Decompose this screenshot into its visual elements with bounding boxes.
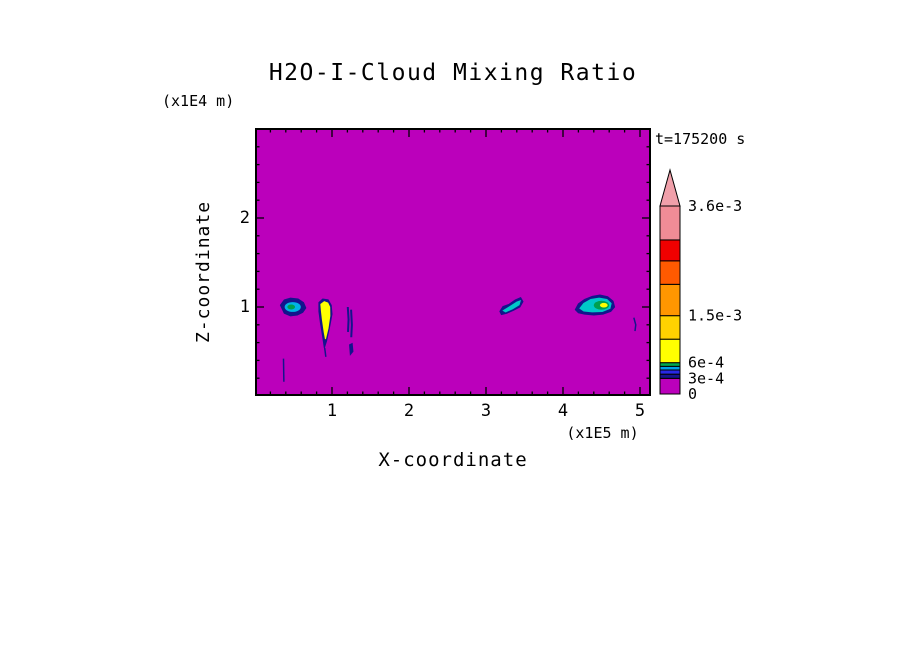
x-tick-label: 2 — [403, 401, 415, 421]
colorbar-segment — [659, 369, 681, 375]
x-tick-label: 1 — [326, 401, 338, 421]
colorbar: 3.6e-3 1.5e-3 6e-4 3e-4 0 — [655, 165, 785, 414]
x-axis-unit-label: (x1E5 m) — [566, 424, 639, 442]
x-tick-label: 5 — [634, 401, 646, 421]
x-tick-labels: 1 2 3 4 5 — [255, 399, 651, 421]
colorbar-segment — [659, 283, 681, 317]
cloud-feature-streak-1 — [346, 306, 350, 332]
colorbar-label: 6e-4 — [688, 354, 724, 372]
cloud-feature-streak-2 — [350, 309, 353, 338]
y-tick-label: 2 — [239, 208, 250, 228]
time-annotation: t=175200 s — [655, 130, 746, 148]
cloud-feature-plume-core — [320, 301, 331, 340]
y-axis-title: Z-coordinate — [193, 200, 214, 344]
colorbar-segment — [659, 205, 681, 241]
colorbar-overflow-arrow — [659, 168, 681, 207]
colorbar-segment — [659, 362, 681, 367]
x-tick-label: 3 — [480, 401, 492, 421]
colorbar-label: 3e-4 — [688, 369, 724, 387]
cloud-feature-left-cloud-inner — [287, 304, 296, 310]
colorbar-segment — [659, 260, 681, 285]
colorbar-segment — [659, 365, 681, 371]
colorbar-svg: 3.6e-3 1.5e-3 6e-43e-40 — [659, 168, 742, 403]
colorbar-segment — [659, 338, 681, 364]
plot-frame — [255, 128, 651, 396]
colorbar-segment — [659, 239, 681, 262]
colorbar-segment — [659, 377, 681, 395]
colorbar-label: 0 — [688, 385, 697, 403]
y-tick-label: 1 — [239, 297, 250, 317]
colorbar-segment — [659, 315, 681, 340]
plot-background — [255, 128, 651, 396]
cloud-feature-streak-blob — [349, 342, 354, 356]
cloud-feature-right-thin-streak — [633, 317, 637, 332]
heatmap-plot — [255, 128, 651, 396]
y-axis-unit-label: (x1E4 m) — [162, 92, 235, 110]
colorbar-label: 3.6e-3 — [688, 197, 742, 215]
cloud-feature-plume-tail — [323, 347, 327, 357]
cloud-feature-mid-cloud-core — [502, 299, 522, 313]
x-tick-label: 4 — [557, 401, 569, 421]
colorbar-segment — [659, 373, 681, 379]
cloud-feature-right-cloud-yellow — [599, 302, 608, 308]
plot-area — [255, 128, 651, 400]
x-axis-title: X-coordinate — [378, 449, 528, 471]
colorbar-label: 1.5e-3 — [688, 307, 742, 325]
chart-title: H2O-I-Cloud Mixing Ratio — [268, 60, 638, 86]
